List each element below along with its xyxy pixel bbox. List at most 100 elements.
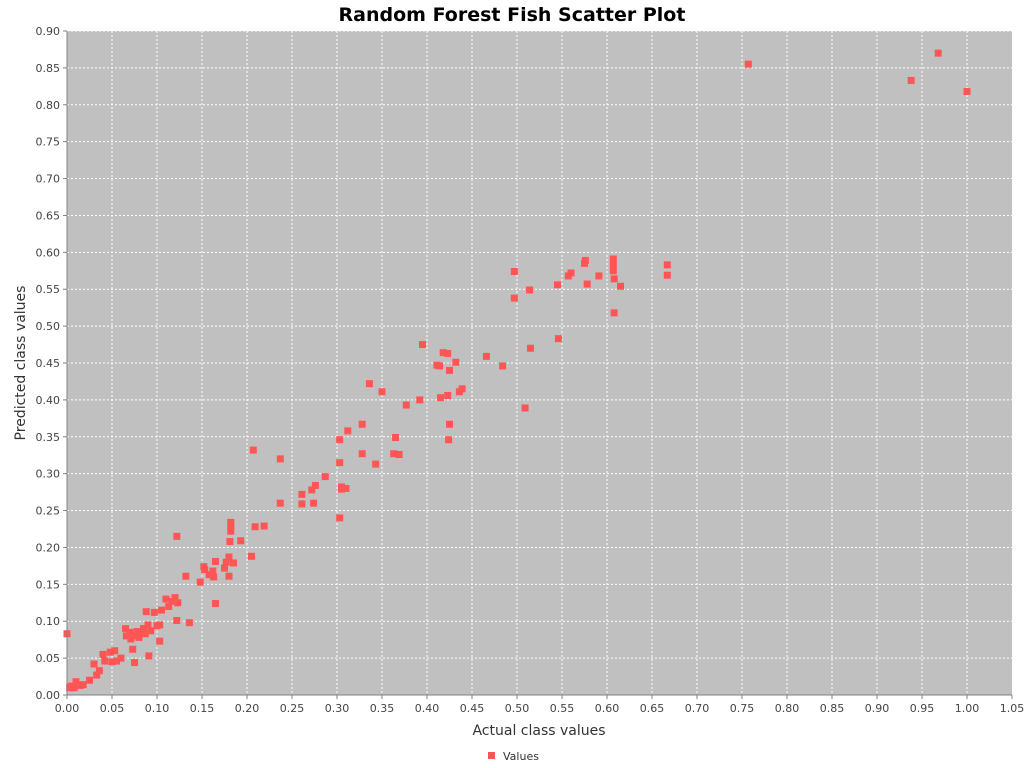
data-point: [416, 396, 424, 404]
data-point: [452, 358, 460, 366]
data-point: [185, 619, 193, 627]
data-points: [63, 49, 971, 692]
legend: Values: [488, 750, 539, 763]
data-point: [209, 567, 217, 575]
y-axis-label: Predicted class values: [13, 286, 29, 441]
data-point: [934, 49, 942, 57]
data-point: [79, 681, 87, 689]
data-point: [150, 608, 158, 616]
data-point: [444, 391, 452, 399]
data-point: [95, 667, 103, 675]
data-point: [141, 630, 149, 638]
data-point: [144, 621, 152, 629]
data-point: [222, 558, 230, 566]
x-axis-ticks: 0.00 0.05 0.10 0.15 0.20 0.25 0.30 0.35 0.40 0.45…: [55, 695, 1024, 715]
data-point: [402, 401, 410, 409]
x-tick-label: 1.05: [1000, 702, 1024, 715]
data-point: [113, 657, 120, 665]
legend-label: Values: [503, 750, 539, 763]
y-tick-label: 0.90: [36, 25, 61, 38]
data-point: [140, 625, 147, 633]
data-point: [445, 436, 453, 444]
data-point: [93, 671, 101, 679]
data-point: [122, 632, 130, 640]
data-point: [581, 256, 589, 264]
x-tick-label: 0.75: [730, 702, 755, 715]
data-point: [392, 434, 399, 442]
data-point: [567, 269, 575, 277]
y-tick-label: 0.50: [36, 320, 61, 333]
data-point: [308, 486, 316, 494]
y-tick-label: 0.30: [36, 468, 61, 481]
data-point: [610, 275, 618, 283]
data-point: [358, 420, 366, 428]
data-point: [365, 380, 373, 388]
data-point: [298, 490, 306, 498]
data-point: [133, 628, 141, 636]
x-tick-label: 0.35: [370, 702, 395, 715]
data-point: [147, 627, 155, 635]
data-point: [156, 637, 164, 645]
data-point: [321, 473, 329, 481]
data-point: [156, 621, 164, 629]
x-tick-label: 0.50: [505, 702, 530, 715]
data-point: [609, 261, 617, 269]
x-tick-label: 0.25: [280, 702, 305, 715]
x-tick-label: 0.65: [640, 702, 665, 715]
y-tick-label: 0.55: [36, 283, 61, 296]
y-tick-label: 0.40: [36, 394, 61, 407]
data-point: [127, 635, 135, 643]
data-point: [182, 572, 190, 580]
data-point: [439, 349, 447, 357]
data-point: [129, 645, 137, 653]
data-point: [117, 654, 125, 662]
data-point: [311, 481, 319, 489]
data-point: [165, 602, 173, 610]
x-tick-label: 0.10: [145, 702, 170, 715]
y-tick-label: 0.10: [36, 615, 61, 628]
x-axis-label: Actual class values: [472, 723, 605, 739]
y-tick-label: 0.75: [36, 136, 61, 149]
y-tick-label: 0.00: [36, 689, 61, 702]
data-point: [131, 659, 138, 667]
data-point: [419, 341, 426, 349]
data-point: [212, 600, 219, 608]
y-tick-label: 0.45: [36, 357, 61, 370]
data-point: [145, 652, 153, 660]
data-point: [609, 267, 617, 275]
x-tick-label: 0.30: [325, 702, 350, 715]
data-point: [122, 625, 129, 633]
data-point: [174, 599, 182, 607]
data-point: [372, 460, 380, 468]
data-point: [99, 650, 107, 658]
data-point: [171, 594, 179, 602]
y-tick-label: 0.05: [36, 652, 61, 665]
x-tick-label: 0.70: [685, 702, 710, 715]
y-axis-ticks: 0.00 0.05 0.10 0.15 0.20 0.25 0.30 0.35 0.40 0.45…: [36, 25, 67, 702]
data-point: [554, 281, 561, 289]
data-point: [583, 280, 591, 288]
data-point: [70, 684, 78, 692]
data-point: [336, 436, 344, 444]
data-point: [101, 657, 109, 665]
data-point: [225, 553, 233, 561]
y-tick-label: 0.85: [36, 62, 61, 75]
x-tick-label: 0.00: [55, 702, 80, 715]
data-point: [526, 286, 534, 294]
data-point: [458, 385, 466, 393]
data-point: [310, 499, 318, 507]
data-point: [276, 499, 284, 507]
data-point: [446, 420, 453, 428]
data-point: [260, 522, 268, 530]
data-point: [510, 294, 518, 302]
data-point: [126, 628, 134, 636]
data-point: [227, 518, 235, 526]
data-point: [595, 272, 603, 280]
y-tick-label: 0.35: [36, 431, 61, 444]
y-tick-label: 0.80: [36, 99, 61, 112]
data-point: [482, 352, 490, 360]
data-point: [225, 572, 233, 580]
data-point: [521, 404, 529, 412]
data-point: [744, 60, 752, 68]
